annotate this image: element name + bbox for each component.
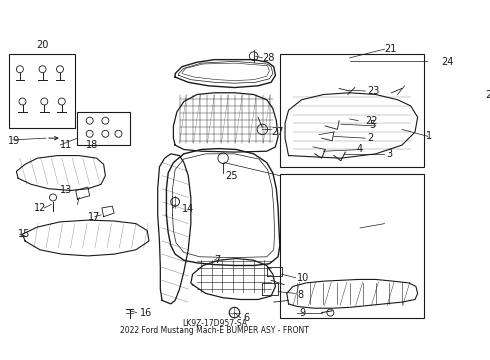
Text: 18: 18 (86, 140, 98, 150)
Text: 19: 19 (8, 136, 20, 146)
Text: 2022 Ford Mustang Mach-E BUMPER ASY - FRONT: 2022 Ford Mustang Mach-E BUMPER ASY - FR… (120, 326, 309, 335)
Bar (280, 54, 424, 167)
Text: 17: 17 (88, 212, 100, 222)
Text: 11: 11 (60, 140, 72, 150)
Text: 5: 5 (369, 120, 375, 130)
Text: 25: 25 (226, 171, 238, 181)
Bar (77, 112, 130, 145)
Text: 23: 23 (367, 86, 379, 96)
Text: 1: 1 (426, 131, 433, 141)
Text: 24: 24 (441, 57, 454, 67)
Text: 28: 28 (262, 53, 275, 63)
Bar (280, 174, 424, 318)
Text: 6: 6 (243, 313, 249, 323)
Text: 21: 21 (385, 44, 397, 54)
Text: 26: 26 (485, 90, 490, 99)
Text: 10: 10 (297, 273, 310, 283)
Text: 3: 3 (386, 149, 392, 159)
Text: 22: 22 (366, 116, 378, 126)
Text: 20: 20 (36, 40, 49, 50)
Text: LK9Z-17D957-SA: LK9Z-17D957-SA (182, 319, 247, 328)
Text: 9: 9 (299, 307, 305, 318)
Bar (9, 54, 75, 128)
Text: 14: 14 (182, 204, 195, 214)
Text: 16: 16 (140, 307, 152, 318)
Text: 4: 4 (357, 144, 363, 154)
Text: 27: 27 (271, 127, 284, 137)
Text: 13: 13 (60, 185, 72, 195)
Text: 2: 2 (367, 133, 373, 143)
Text: 8: 8 (297, 290, 303, 300)
Text: 7: 7 (215, 255, 220, 265)
Text: 12: 12 (34, 203, 46, 213)
Text: 15: 15 (18, 229, 30, 239)
